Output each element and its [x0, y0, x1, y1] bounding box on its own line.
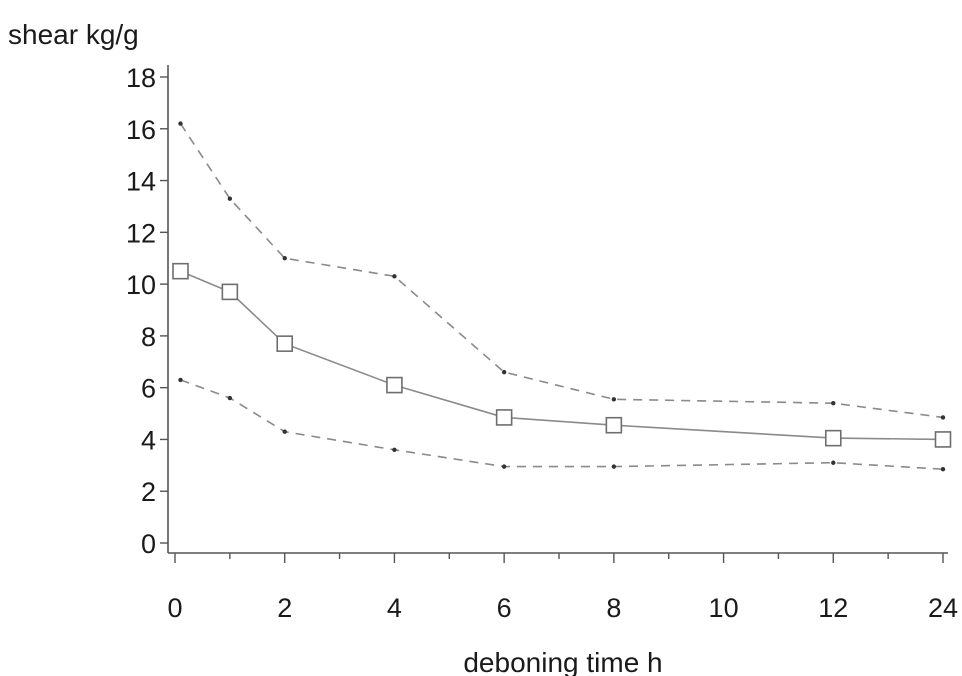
data-point-lower	[282, 429, 287, 434]
data-point-mean	[276, 335, 294, 352]
data-point-lower	[392, 447, 397, 452]
data-point-upper	[282, 256, 287, 261]
data-point-upper	[940, 415, 946, 420]
data-point-mean	[495, 409, 513, 426]
y-tick-label: 8	[141, 322, 156, 352]
data-point-upper	[501, 369, 507, 375]
y-tick-label: 14	[126, 167, 156, 197]
series-line-lower	[180, 379, 944, 470]
data-point-lower	[940, 467, 946, 472]
series-line-mean	[180, 270, 944, 441]
series-layer	[172, 121, 952, 472]
data-point-upper	[831, 401, 836, 406]
y-axis-title: shear kg/g	[8, 19, 139, 50]
y-tick-label: 12	[126, 218, 156, 248]
y-tick-label: 16	[126, 115, 156, 145]
data-point-mean	[221, 283, 239, 301]
x-tick-label: 6	[497, 593, 512, 623]
data-point-upper	[392, 274, 397, 279]
x-tick-label: 4	[387, 593, 402, 623]
data-point-mean	[172, 262, 189, 280]
x-tick-label: 24	[928, 593, 958, 623]
data-point-lower	[501, 464, 507, 469]
y-tick-label: 6	[141, 374, 156, 404]
y-tick-label: 0	[141, 529, 156, 559]
series-line-upper	[179, 123, 944, 419]
data-point-upper	[178, 121, 183, 126]
y-tick-label: 2	[141, 477, 156, 507]
y-tick-label: 10	[126, 270, 156, 300]
data-point-mean	[386, 376, 403, 394]
y-tick-label: 4	[141, 425, 156, 455]
x-tick-label: 0	[167, 593, 182, 623]
x-tick-label: 8	[606, 593, 621, 623]
data-point-lower	[611, 464, 617, 469]
data-point-lower	[178, 377, 183, 383]
data-point-lower	[831, 460, 836, 465]
data-point-upper	[611, 397, 617, 402]
data-point-mean	[605, 416, 623, 434]
data-point-mean	[824, 429, 842, 447]
x-tick-label: 10	[709, 593, 739, 623]
y-tick-label: 18	[126, 63, 156, 93]
data-point-upper	[227, 196, 233, 201]
x-axis-title: deboning time h	[463, 647, 662, 676]
data-point-mean	[934, 431, 952, 448]
x-tick-label: 12	[818, 593, 848, 623]
x-tick-label: 2	[277, 593, 292, 623]
data-point-lower	[227, 395, 233, 401]
